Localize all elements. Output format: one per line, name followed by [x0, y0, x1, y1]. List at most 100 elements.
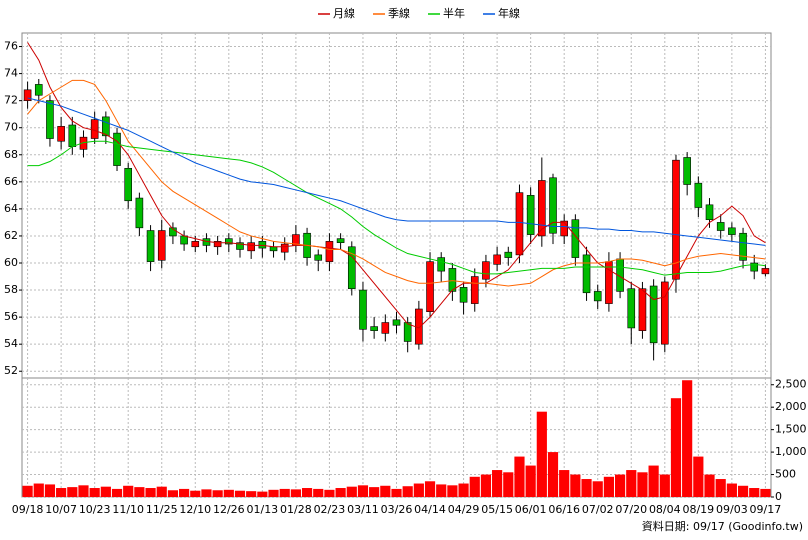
x-tick-label: 08/19: [682, 503, 714, 516]
candle-body: [728, 227, 736, 235]
volume-bar: [268, 489, 279, 497]
candle-body: [247, 242, 255, 252]
y-tick-label: 2,000: [775, 400, 807, 413]
volume-bar: [637, 472, 648, 497]
volume-bar: [257, 491, 268, 497]
x-tick-label: 12/10: [179, 503, 211, 516]
candle-body: [593, 291, 602, 302]
volume-bar: [469, 476, 480, 497]
volume-bar: [693, 456, 704, 497]
candle-body: [571, 219, 580, 258]
volume-bar: [559, 470, 570, 497]
volume-bar: [223, 489, 234, 497]
volume-bar: [44, 484, 56, 497]
x-tick-label: 11/25: [146, 503, 178, 516]
x-tick-label: 01/28: [280, 503, 312, 516]
volume-bar: [648, 465, 659, 497]
volume-bar: [346, 486, 357, 497]
volume-bar: [480, 474, 492, 497]
x-tick-label: 10/07: [45, 503, 77, 516]
volume-bar: [134, 487, 145, 497]
candle-body: [705, 204, 714, 221]
volume-bar: [547, 452, 559, 497]
candle-body: [750, 262, 759, 272]
candle-body: [23, 89, 32, 101]
x-tick-label: 11/10: [112, 503, 144, 516]
volume-bar: [503, 472, 514, 497]
candle-body: [739, 232, 747, 261]
volume-bar: [290, 489, 301, 497]
candle-body: [135, 197, 144, 229]
volume-bar: [659, 474, 670, 497]
candle-body: [68, 124, 77, 147]
candle-body: [236, 242, 244, 250]
volume-bar: [492, 470, 503, 497]
candle-body: [314, 254, 323, 261]
volume-bar: [313, 488, 324, 497]
y-tick-label: 1,500: [775, 423, 807, 436]
volume-bar: [357, 485, 369, 497]
volume-bar: [592, 481, 603, 497]
y-tick-label: 64: [4, 202, 18, 215]
candle-body: [79, 136, 88, 150]
x-tick-label: 04/14: [414, 503, 446, 516]
candle-body: [515, 192, 524, 256]
y-tick-label: 500: [775, 468, 796, 481]
candle-body: [392, 319, 401, 326]
candle-body: [146, 230, 155, 262]
candle-body: [169, 227, 177, 237]
x-tick-label: 09/03: [716, 503, 748, 516]
volume-bar: [413, 483, 424, 497]
candle-body: [370, 326, 378, 331]
x-tick-label: 07/20: [615, 503, 647, 516]
volume-bar: [369, 487, 380, 497]
volume-bar: [246, 491, 257, 497]
volume-bar: [670, 398, 682, 497]
candle-body: [672, 159, 680, 280]
candle-body: [560, 220, 568, 237]
candle-body: [403, 322, 412, 342]
y-tick-label: 58: [4, 283, 18, 296]
candle-body: [336, 238, 345, 244]
x-tick-label: 07/02: [582, 503, 614, 516]
y-tick-label: 54: [4, 337, 18, 350]
volume-bar: [749, 488, 760, 497]
volume-bar: [279, 488, 290, 497]
volume-bar: [78, 485, 89, 497]
volume-bar: [447, 485, 458, 497]
candle-body: [269, 246, 278, 252]
y-tick-label: 0: [775, 490, 782, 503]
moving-average-line: [27, 79, 766, 287]
x-tick-label: 08/04: [649, 503, 681, 516]
y-tick-label: 76: [4, 40, 18, 53]
volume-bar: [380, 485, 391, 497]
candle-body: [660, 281, 669, 345]
y-tick-label: 60: [4, 256, 18, 269]
candle-body: [649, 285, 658, 344]
candle-body: [46, 100, 54, 139]
volume-bar: [179, 488, 190, 497]
x-tick-label: 05/15: [481, 503, 513, 516]
y-tick-label: 66: [4, 175, 18, 188]
x-tick-label: 03/11: [347, 503, 379, 516]
volume-bar: [324, 489, 335, 497]
candle-body: [437, 257, 446, 272]
candle-body: [381, 322, 390, 334]
x-tick-label: 06/01: [515, 503, 547, 516]
y-tick-label: 68: [4, 148, 18, 161]
candle-body: [582, 254, 591, 294]
x-tick-label: 01/13: [246, 503, 278, 516]
volume-bar: [402, 486, 413, 497]
legend-label: 半年: [443, 6, 465, 20]
candle-body: [426, 261, 434, 313]
y-tick-label: 2,500: [775, 378, 807, 391]
y-tick-label: 62: [4, 229, 18, 242]
x-tick-label: 03/26: [381, 503, 413, 516]
candle-body: [102, 116, 110, 137]
candle-body: [638, 288, 647, 331]
candle-body: [258, 241, 267, 249]
candle-body: [34, 84, 43, 96]
volume-bar: [536, 411, 547, 497]
y-tick-label: 52: [4, 364, 18, 377]
candle-body: [325, 241, 334, 262]
